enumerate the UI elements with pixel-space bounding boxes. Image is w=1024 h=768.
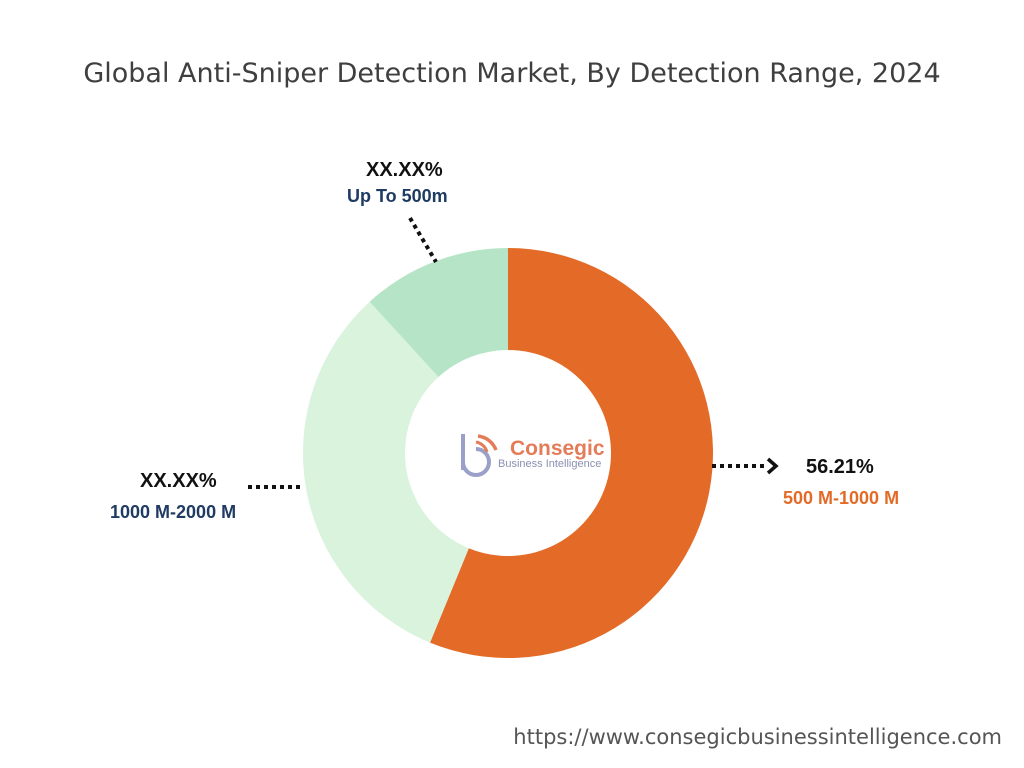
logo-tagline: Business Intelligence	[498, 458, 602, 470]
slice-500-1000	[430, 248, 714, 659]
leader-line-up-to-500	[408, 216, 438, 264]
footer-url: https://www.consegicbusinessintelligence…	[513, 725, 1002, 749]
value-label-1000-2000: XX.XX%	[140, 470, 217, 492]
donut-slices	[303, 248, 714, 659]
slice-1000-2000	[303, 301, 469, 643]
value-label-500-1000: 56.21%	[806, 456, 874, 478]
category-label-1000-2000: 1000 M-2000 M	[110, 502, 237, 522]
category-label-up-to-500: Up To 500m	[347, 186, 448, 206]
leader-arrow-icon	[766, 457, 779, 475]
chart-title: Global Anti-Sniper Detection Market, By …	[83, 58, 941, 89]
consegic-logo-icon	[461, 434, 498, 477]
category-label-500-1000: 500 M-1000 M	[783, 488, 900, 508]
value-label-up-to-500: XX.XX%	[366, 159, 443, 181]
slice-up-to-500	[369, 248, 508, 377]
logo-name: Consegic	[510, 437, 605, 460]
